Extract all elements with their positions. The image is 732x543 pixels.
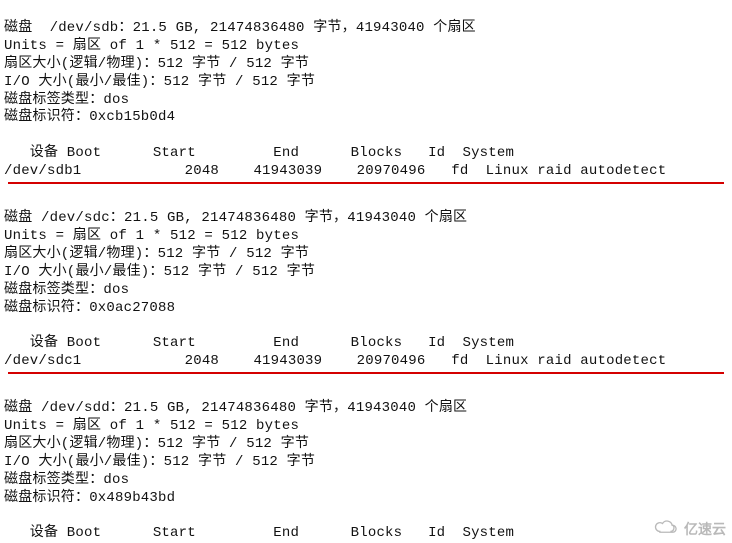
disk-info-line: 扇区大小(逻辑/物理)：512 字节 / 512 字节 — [4, 246, 309, 262]
partition-table-row: /dev/sdc1 2048 41943039 20970496 fd Linu… — [4, 353, 666, 369]
terminal-output: 磁盘 /dev/sdb：21.5 GB, 21474836480 字节，4194… — [0, 0, 732, 181]
partition-table-header: 设备 Boot Start End Blocks Id System — [4, 145, 514, 161]
terminal-output: 磁盘 /dev/sdd：21.5 GB, 21474836480 字节，4194… — [0, 380, 732, 543]
disk-info-line: 磁盘标识符：0x0ac27088 — [4, 300, 175, 316]
separator-rule — [8, 182, 724, 184]
disk-info-line: 扇区大小(逻辑/物理)：512 字节 / 512 字节 — [4, 436, 309, 452]
disk-info-line: 扇区大小(逻辑/物理)：512 字节 / 512 字节 — [4, 56, 309, 72]
disk-info-line: 磁盘标签类型：dos — [4, 472, 129, 488]
cloud-icon — [652, 518, 680, 539]
disk-info-line: 磁盘标识符：0x489b43bd — [4, 490, 175, 506]
disk-info-line: 磁盘 /dev/sdd：21.5 GB, 21474836480 字节，4194… — [4, 400, 467, 416]
disk-info-line: Units = 扇区 of 1 * 512 = 512 bytes — [4, 228, 299, 244]
disk-info-line: I/O 大小(最小/最佳)：512 字节 / 512 字节 — [4, 264, 315, 280]
disk-info-line: 磁盘 /dev/sdb：21.5 GB, 21474836480 字节，4194… — [4, 20, 476, 36]
disk-info-line: I/O 大小(最小/最佳)：512 字节 / 512 字节 — [4, 74, 315, 90]
separator-rule — [8, 372, 724, 374]
disk-info-line: I/O 大小(最小/最佳)：512 字节 / 512 字节 — [4, 454, 315, 470]
partition-table-row: /dev/sdb1 2048 41943039 20970496 fd Linu… — [4, 163, 666, 179]
disk-info-line: 磁盘标签类型：dos — [4, 92, 129, 108]
watermark: 亿速云 — [652, 518, 726, 539]
disk-info-line: 磁盘 /dev/sdc：21.5 GB, 21474836480 字节，4194… — [4, 210, 467, 226]
disk-info-line: Units = 扇区 of 1 * 512 = 512 bytes — [4, 38, 299, 54]
watermark-text: 亿速云 — [684, 519, 726, 539]
disk-info-line: 磁盘标签类型：dos — [4, 282, 129, 298]
partition-table-header: 设备 Boot Start End Blocks Id System — [4, 335, 514, 351]
terminal-output: 磁盘 /dev/sdc：21.5 GB, 21474836480 字节，4194… — [0, 190, 732, 371]
disk-info-line: Units = 扇区 of 1 * 512 = 512 bytes — [4, 418, 299, 434]
partition-table-header: 设备 Boot Start End Blocks Id System — [4, 525, 514, 541]
disk-info-line: 磁盘标识符：0xcb15b0d4 — [4, 109, 175, 125]
